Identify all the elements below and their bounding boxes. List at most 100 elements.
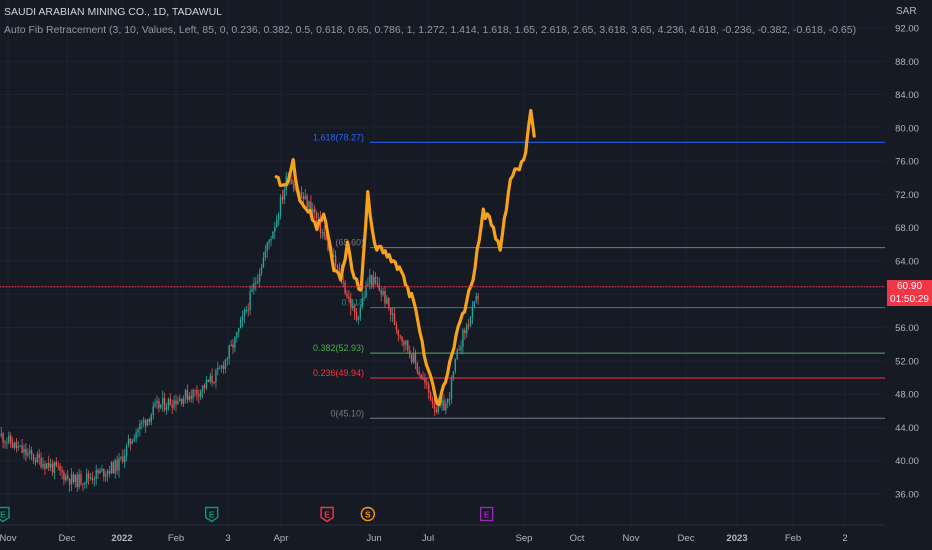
candle-body	[215, 370, 217, 383]
event-marker-icon	[479, 506, 494, 522]
event-marker-e[interactable]: E	[320, 506, 334, 523]
last-price-tag: 60.90	[887, 280, 932, 293]
candle-body	[99, 470, 101, 474]
candle-body	[435, 409, 438, 413]
candle-body	[393, 313, 396, 325]
candle-body	[306, 195, 308, 208]
candle-body	[367, 283, 369, 286]
candle-body	[448, 398, 451, 400]
candle-body	[86, 473, 88, 483]
event-marker-e[interactable]: E	[479, 506, 494, 522]
candle-body	[272, 231, 274, 239]
x-tick-label: Jul	[422, 533, 434, 544]
candle-body	[460, 346, 462, 351]
candle-body	[251, 289, 253, 292]
candle-body	[190, 395, 192, 399]
candle-body	[48, 462, 50, 468]
candle-body	[222, 365, 225, 370]
candle-body	[293, 184, 295, 190]
event-marker-s[interactable]: S	[360, 506, 376, 522]
candle-body	[200, 390, 202, 397]
candle-body	[260, 267, 263, 274]
candle-body	[409, 350, 411, 355]
candle-body	[382, 291, 384, 295]
indicator-legend[interactable]: Auto Fib Retracement (3, 10, Values, Lef…	[4, 24, 857, 36]
price-axis[interactable]: 36.0040.0044.0048.0052.0056.0060.0064.00…	[895, 24, 919, 501]
candle-body	[53, 462, 56, 473]
candle-body	[82, 483, 84, 485]
candle-body	[80, 474, 82, 484]
candle-body	[302, 196, 305, 200]
event-marker-e[interactable]: E	[204, 506, 219, 523]
candle-body	[467, 324, 470, 326]
fib-level-label: 0.236(49.94)	[313, 368, 364, 378]
candle-body	[247, 310, 249, 312]
candle-body	[369, 274, 371, 284]
candle-body	[110, 462, 113, 474]
candle-body	[101, 468, 103, 471]
y-tick-label: 76.00	[895, 157, 919, 168]
earnings-marker-icon	[204, 506, 219, 523]
candle-body	[477, 296, 479, 299]
candle-body	[29, 450, 31, 454]
candle-body	[262, 257, 265, 268]
y-tick-label: 80.00	[895, 123, 919, 134]
candle-body	[32, 454, 35, 461]
candle-body	[127, 438, 130, 446]
y-tick-label: 48.00	[895, 390, 919, 401]
candle-body	[376, 282, 379, 285]
candle-body	[184, 390, 187, 399]
candle-body	[10, 435, 12, 444]
candle-body	[295, 189, 297, 191]
candle-body	[125, 445, 128, 456]
candle-body	[129, 438, 132, 444]
candle-body	[36, 454, 39, 463]
candle-body	[414, 353, 417, 364]
x-tick-label: Jun	[366, 533, 381, 544]
candle-body	[371, 274, 373, 286]
earnings-marker-icon	[0, 506, 10, 523]
candle-body	[471, 306, 474, 318]
overlay-series	[274, 108, 536, 407]
symbol-title[interactable]: SAUDI ARABIAN MINING CO., 1D, TADAWUL	[4, 6, 223, 18]
event-marker-letter: E	[0, 509, 6, 519]
candle-body	[249, 291, 251, 311]
candle-body	[181, 398, 183, 404]
candle-body	[236, 332, 238, 337]
candle-body	[205, 379, 208, 388]
candle-body	[384, 291, 386, 304]
fib-level-label: 1.618(78.27)	[313, 132, 364, 142]
candle-body	[266, 242, 268, 251]
candle-body	[201, 385, 204, 391]
candle-body	[304, 195, 306, 200]
candle-body	[84, 482, 86, 485]
candle-body	[67, 475, 69, 479]
candle-body	[452, 371, 455, 379]
candle-body	[365, 285, 367, 298]
time-axis[interactable]: Nov Dec 2022 Feb 3 Apr Jun Jul Sep Oct Nov Dec 2023 F…	[0, 524, 885, 544]
y-tick-label: 56.00	[895, 323, 919, 334]
candle-body	[169, 399, 172, 406]
candle-body	[106, 470, 109, 475]
candle-body	[209, 375, 211, 382]
candle-body	[433, 403, 436, 410]
candle-body	[374, 276, 377, 283]
candle-body	[380, 290, 382, 295]
y-tick-label: 72.00	[895, 190, 919, 201]
candle-body	[173, 400, 175, 408]
candle-body	[281, 197, 284, 200]
candle-body	[355, 312, 358, 320]
candle-body	[203, 385, 206, 388]
candle-body	[456, 349, 458, 360]
y-tick-label: 84.00	[895, 90, 919, 101]
x-tick-label: Apr	[274, 533, 289, 544]
event-marker-e[interactable]: E	[0, 506, 10, 523]
earnings-marker-icon	[320, 506, 334, 523]
y-tick-label: 68.00	[895, 223, 919, 234]
candle-body	[61, 470, 63, 473]
candle-body	[34, 460, 37, 463]
candle-body	[55, 462, 58, 467]
chart-grid	[0, 0, 885, 525]
